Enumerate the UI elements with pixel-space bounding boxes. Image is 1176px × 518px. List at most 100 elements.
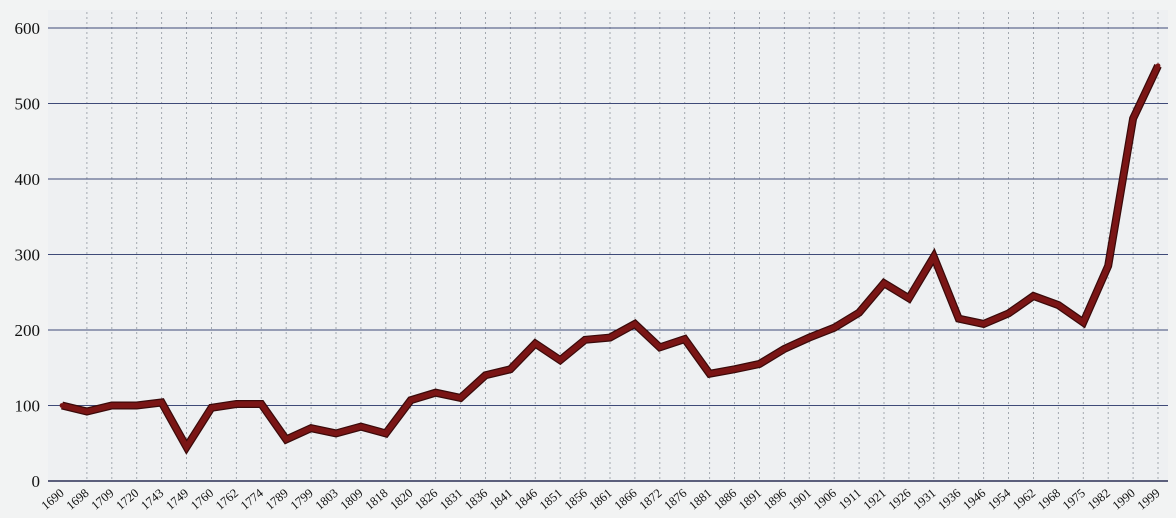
data-point xyxy=(258,401,264,407)
data-point xyxy=(707,371,713,377)
x-tick-label: 1826 xyxy=(412,486,440,513)
data-point xyxy=(856,310,862,316)
x-tick-label: 1911 xyxy=(836,486,864,513)
x-tick-label: 1926 xyxy=(885,486,913,513)
horizontal-gridlines xyxy=(48,27,1168,406)
y-tick-label: 500 xyxy=(15,95,41,114)
x-tick-label: 1872 xyxy=(636,486,664,513)
data-point xyxy=(283,437,289,442)
x-tick-label: 1990 xyxy=(1110,486,1138,513)
x-tick-label: 1968 xyxy=(1035,486,1063,513)
data-point xyxy=(906,295,912,301)
data-point xyxy=(1105,263,1111,269)
x-tick-label: 1921 xyxy=(861,486,889,513)
x-tick-label: 1861 xyxy=(587,486,615,513)
x-tick-label: 1820 xyxy=(387,486,415,513)
data-point xyxy=(732,366,737,372)
y-tick-label: 400 xyxy=(15,170,41,189)
x-tick-label: 1789 xyxy=(263,486,291,513)
x-tick-label: 1936 xyxy=(935,486,963,513)
x-tick-label: 1901 xyxy=(786,486,814,513)
x-tick-label: 1818 xyxy=(362,486,390,513)
x-tick-label: 1876 xyxy=(661,486,689,513)
data-point xyxy=(881,280,887,286)
data-point xyxy=(308,425,314,431)
data-point xyxy=(1080,320,1086,325)
x-tick-label: 1841 xyxy=(487,486,515,513)
data-point xyxy=(507,366,513,372)
data-point xyxy=(109,403,115,408)
x-tick-label: 1760 xyxy=(188,486,216,513)
x-tick-label: 1999 xyxy=(1135,486,1163,513)
data-point xyxy=(682,336,688,342)
data-point xyxy=(1155,63,1161,69)
x-tick-label: 1881 xyxy=(686,486,714,513)
x-tick-label: 1846 xyxy=(512,486,540,513)
x-tick-label: 1982 xyxy=(1085,486,1113,513)
y-axis-tick-labels: 0 100 200 300 400 500 600 xyxy=(15,19,41,491)
data-point xyxy=(383,431,389,436)
data-point xyxy=(532,341,538,346)
data-point xyxy=(931,254,937,260)
data-point xyxy=(483,372,488,378)
data-point xyxy=(59,403,65,408)
x-tick-label: 1799 xyxy=(288,486,316,513)
y-tick-label: 0 xyxy=(32,472,41,491)
x-tick-label: 1803 xyxy=(313,486,341,513)
data-point xyxy=(433,390,439,396)
x-tick-label: 1866 xyxy=(611,486,639,513)
data-point xyxy=(1130,116,1136,121)
x-tick-label: 1743 xyxy=(138,486,166,513)
data-point xyxy=(632,321,638,327)
x-tick-label: 1774 xyxy=(238,485,267,512)
data-point xyxy=(233,401,239,407)
x-tick-label: 1762 xyxy=(213,486,241,513)
data-point xyxy=(831,325,837,331)
x-tick-label: 1749 xyxy=(163,486,191,513)
x-tick-label: 1720 xyxy=(113,486,141,513)
data-point xyxy=(134,403,140,408)
x-tick-label: 1851 xyxy=(537,486,565,513)
x-tick-label: 1931 xyxy=(910,486,938,513)
x-tick-label: 1954 xyxy=(985,485,1014,512)
y-tick-label: 100 xyxy=(15,397,41,416)
y-tick-label: 600 xyxy=(15,19,41,38)
data-point xyxy=(333,431,339,436)
x-tick-label: 1856 xyxy=(562,486,590,513)
data-point xyxy=(607,335,613,340)
series-layer xyxy=(59,63,1162,455)
data-point xyxy=(408,397,414,403)
data-point xyxy=(184,444,189,450)
data-point xyxy=(1055,302,1061,308)
data-point xyxy=(657,344,663,350)
x-tick-label: 1886 xyxy=(711,486,739,513)
x-tick-label: 1891 xyxy=(736,486,764,513)
data-point xyxy=(757,361,762,367)
x-tick-label: 1975 xyxy=(1060,486,1088,513)
y-tick-label: 200 xyxy=(15,321,41,340)
data-point xyxy=(806,335,812,340)
data-point xyxy=(209,405,214,411)
data-point xyxy=(956,316,962,322)
data-point xyxy=(582,337,588,343)
x-tick-label: 1809 xyxy=(337,486,365,513)
data-point xyxy=(781,346,787,352)
x-tick-label: 1709 xyxy=(88,486,116,513)
x-tick-label: 1896 xyxy=(761,486,789,513)
data-point xyxy=(458,395,463,401)
data-point xyxy=(1031,293,1036,299)
x-tick-label: 1946 xyxy=(960,486,988,513)
x-tick-label: 1836 xyxy=(462,486,490,513)
x-tick-label: 1690 xyxy=(39,486,67,513)
y-tick-label: 300 xyxy=(15,246,41,265)
data-point xyxy=(159,400,165,405)
x-tick-label: 1906 xyxy=(811,486,839,513)
x-tick-label: 1831 xyxy=(437,486,465,513)
x-tick-label: 1698 xyxy=(63,486,91,513)
data-point xyxy=(981,321,987,327)
x-axis-tick-labels: 1690169817091720174317491760176217741789… xyxy=(39,485,1163,512)
data-point xyxy=(1006,310,1011,316)
data-point xyxy=(358,424,364,430)
data-point xyxy=(557,357,563,363)
